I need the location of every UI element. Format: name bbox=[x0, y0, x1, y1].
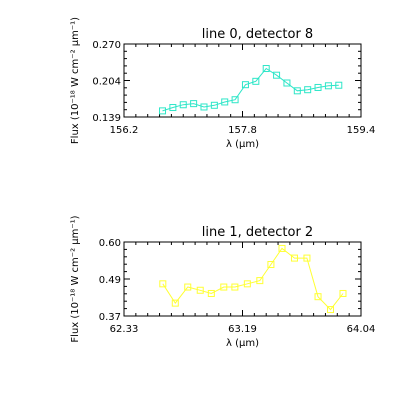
x-axis-label: λ (μm) bbox=[226, 338, 259, 349]
data-point bbox=[267, 261, 275, 269]
data-point bbox=[324, 82, 332, 90]
data-point bbox=[207, 289, 215, 297]
x-tick-label: 62.33 bbox=[110, 324, 139, 335]
data-point bbox=[339, 289, 347, 297]
data-point bbox=[169, 104, 177, 112]
data-point bbox=[210, 101, 218, 109]
data-point bbox=[303, 254, 311, 262]
x-axis-label: λ (μm) bbox=[226, 139, 259, 150]
data-point bbox=[171, 299, 179, 307]
x-tick-label: 63.19 bbox=[228, 324, 257, 335]
chart-panel-1: line 1, detector 2 62.33 63.19 64.04 0.37 0.4… bbox=[70, 215, 375, 349]
data-point bbox=[335, 81, 343, 89]
data-point bbox=[304, 86, 312, 94]
data-point bbox=[273, 71, 281, 79]
y-tick-label: 0.139 bbox=[92, 113, 121, 124]
y-tick-label: 0.49 bbox=[99, 275, 121, 286]
chart-title: line 1, detector 2 bbox=[202, 225, 313, 240]
data-point bbox=[231, 283, 239, 291]
chart-panel-0: line 0, detector 8 156.2 157.8 159.4 0.139 0.… bbox=[70, 17, 375, 150]
data-point bbox=[231, 96, 239, 104]
y-tick-label: 0.270 bbox=[92, 40, 121, 51]
data-point bbox=[221, 98, 229, 106]
data-point bbox=[243, 280, 251, 288]
data-point bbox=[314, 293, 322, 301]
series-line bbox=[162, 67, 339, 112]
data-point bbox=[220, 283, 228, 291]
data-point bbox=[200, 103, 208, 111]
data-point bbox=[252, 77, 260, 85]
data-point bbox=[179, 101, 187, 109]
y-axis-label: Flux (10⁻¹⁸ W cm⁻² μm⁻¹) bbox=[70, 17, 81, 144]
data-point bbox=[190, 100, 198, 108]
data-point bbox=[293, 87, 301, 95]
chart-title: line 0, detector 8 bbox=[202, 27, 313, 42]
plot-frame bbox=[123, 43, 362, 118]
x-tick-label: 157.8 bbox=[228, 125, 257, 136]
data-point bbox=[283, 79, 291, 87]
data-point bbox=[290, 254, 298, 262]
data-point bbox=[184, 283, 192, 291]
x-tick-label: 156.2 bbox=[110, 125, 139, 136]
data-point bbox=[241, 81, 249, 89]
x-tick-label: 159.4 bbox=[347, 125, 376, 136]
data-point bbox=[314, 83, 322, 91]
data-point bbox=[262, 65, 270, 73]
series-line bbox=[162, 247, 344, 311]
y-tick-label: 0.37 bbox=[99, 312, 121, 323]
y-tick-label: 0.60 bbox=[99, 238, 121, 249]
data-point bbox=[327, 306, 335, 314]
y-axis-label: Flux (10⁻¹⁸ W cm⁻² μm⁻¹) bbox=[70, 215, 81, 342]
data-point bbox=[159, 280, 167, 288]
data-point bbox=[256, 277, 264, 285]
data-point bbox=[196, 286, 204, 294]
y-tick-label: 0.204 bbox=[92, 77, 121, 88]
x-tick-label: 64.04 bbox=[347, 324, 376, 335]
data-point bbox=[159, 107, 167, 115]
data-point bbox=[278, 244, 286, 252]
